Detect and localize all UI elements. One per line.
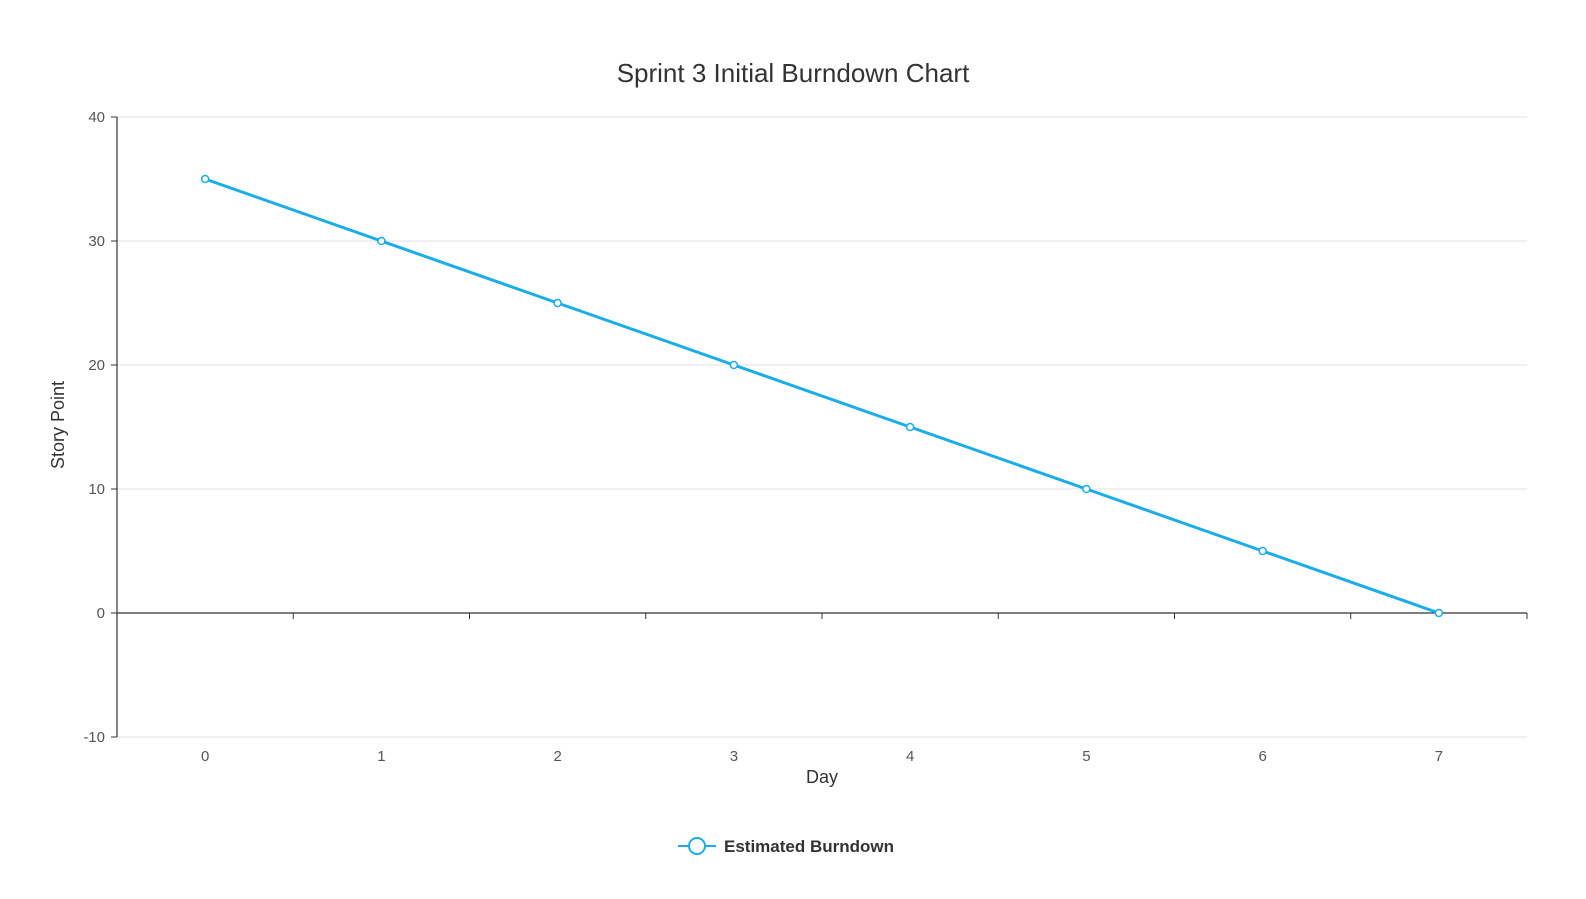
series-group	[200, 174, 1444, 618]
grid-lines	[117, 116, 1527, 738]
y-axis-label: Story Point	[48, 381, 68, 469]
y-tick-label: 0	[97, 605, 105, 622]
legend-label: Estimated Burndown	[724, 837, 894, 856]
y-tick-label: 20	[88, 357, 105, 374]
data-point	[905, 422, 915, 432]
x-tick-label: 4	[906, 748, 914, 765]
data-point	[1082, 484, 1091, 494]
data-point	[1434, 608, 1444, 618]
data-point	[729, 360, 739, 370]
x-tick-label: 0	[201, 748, 209, 765]
series-line	[204, 177, 1440, 615]
x-tick-label: 2	[553, 748, 561, 765]
data-point	[200, 174, 210, 184]
y-tick-label: 30	[88, 233, 105, 250]
x-tick-label: 3	[730, 748, 738, 765]
legend-circle-icon	[688, 837, 706, 855]
x-tick-label: 7	[1435, 748, 1443, 765]
axes	[116, 117, 1527, 737]
chart-title: Sprint 3 Initial Burndown Chart	[617, 58, 970, 88]
x-tick-label: 1	[377, 748, 385, 765]
legend[interactable]: Estimated Burndown	[678, 837, 894, 856]
data-point	[1258, 546, 1267, 556]
x-tick-label: 6	[1258, 748, 1266, 765]
x-axis-label: Day	[806, 767, 838, 787]
y-tick-label: 40	[88, 109, 105, 126]
y-axis-ticks: -10 0 10 20 30 40	[83, 109, 117, 746]
x-tick-label: 5	[1082, 748, 1090, 765]
data-point	[553, 298, 562, 308]
x-axis-ticks: 0 1 2 3 4 5 6 7	[116, 613, 1528, 765]
data-point	[377, 236, 386, 246]
y-tick-label: 10	[88, 481, 105, 498]
y-tick-label: -10	[83, 729, 105, 746]
